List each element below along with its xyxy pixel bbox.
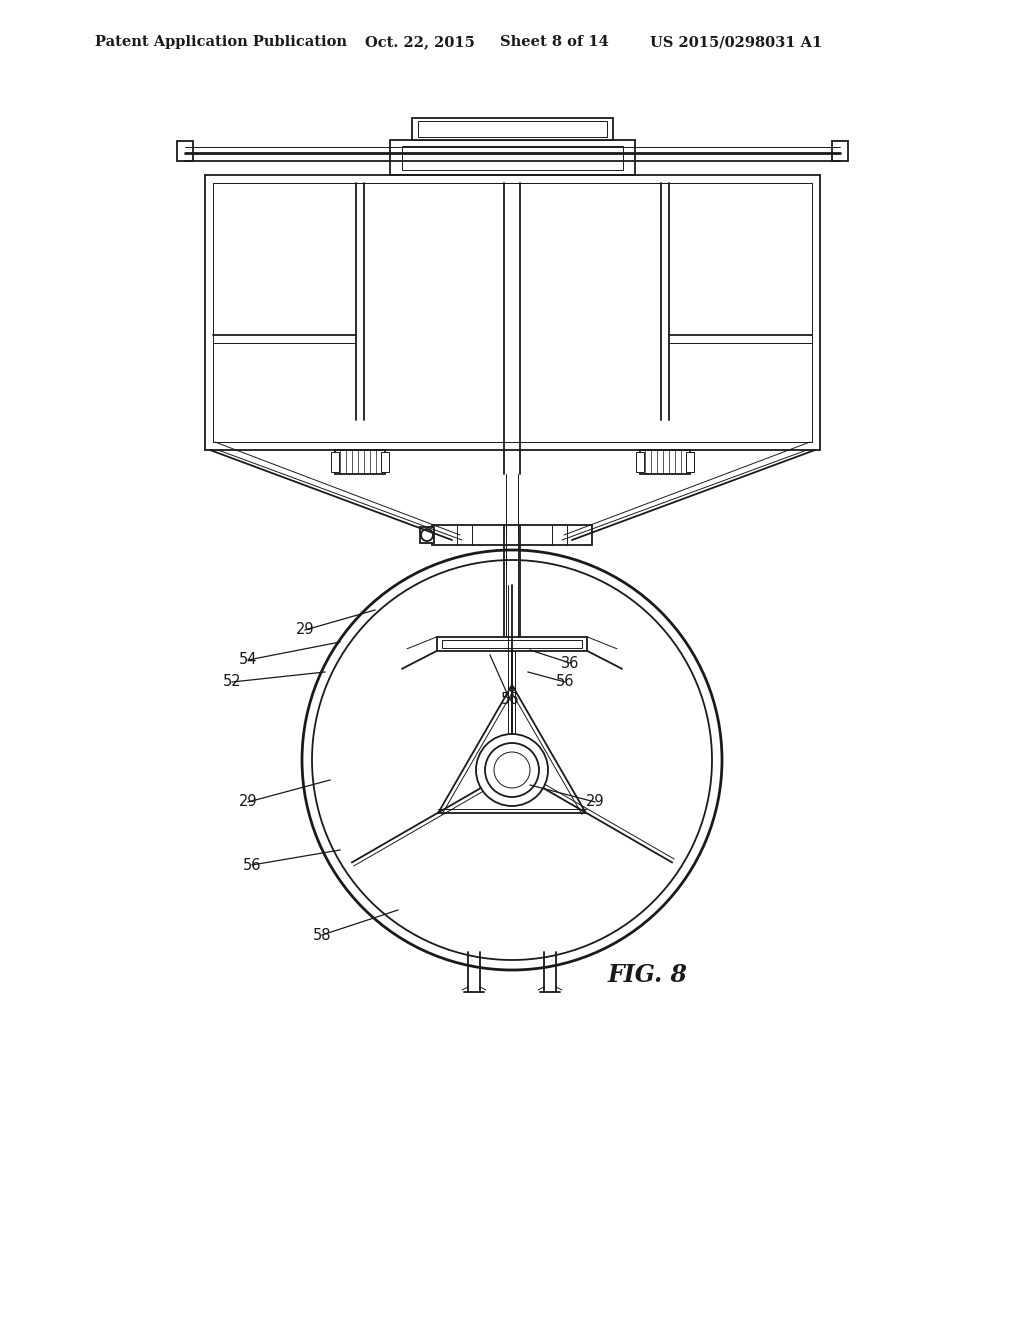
Text: 56: 56	[501, 693, 519, 708]
Text: 58: 58	[312, 928, 331, 942]
Circle shape	[302, 550, 722, 970]
Bar	[432, 525, 592, 545]
Text: 29: 29	[239, 795, 257, 809]
Text: US 2015/0298031 A1: US 2015/0298031 A1	[650, 36, 822, 49]
Bar	[640, 450, 690, 474]
Bar	[442, 640, 582, 648]
Bar	[420, 527, 434, 543]
Text: 56: 56	[243, 858, 261, 873]
Bar	[331, 451, 339, 473]
Bar	[402, 147, 623, 170]
Text: 52: 52	[222, 675, 242, 689]
Circle shape	[485, 743, 539, 797]
Bar	[412, 117, 613, 140]
Text: 29: 29	[296, 623, 314, 638]
Circle shape	[421, 529, 433, 541]
Text: Sheet 8 of 14: Sheet 8 of 14	[500, 36, 608, 49]
Text: 36: 36	[561, 656, 580, 671]
Bar	[177, 141, 193, 161]
Text: 29: 29	[586, 795, 604, 809]
Bar	[636, 451, 644, 473]
Bar	[390, 140, 635, 176]
Bar	[335, 450, 385, 474]
Text: 56: 56	[556, 675, 574, 689]
Text: FIG. 8: FIG. 8	[608, 964, 688, 987]
Text: Oct. 22, 2015: Oct. 22, 2015	[365, 36, 475, 49]
Circle shape	[494, 752, 530, 788]
Bar	[437, 636, 587, 651]
Text: 54: 54	[239, 652, 257, 668]
Bar	[831, 141, 848, 161]
Bar	[418, 121, 607, 137]
Bar	[381, 451, 389, 473]
Circle shape	[476, 734, 548, 807]
Text: Patent Application Publication: Patent Application Publication	[95, 36, 347, 49]
Bar	[686, 451, 694, 473]
